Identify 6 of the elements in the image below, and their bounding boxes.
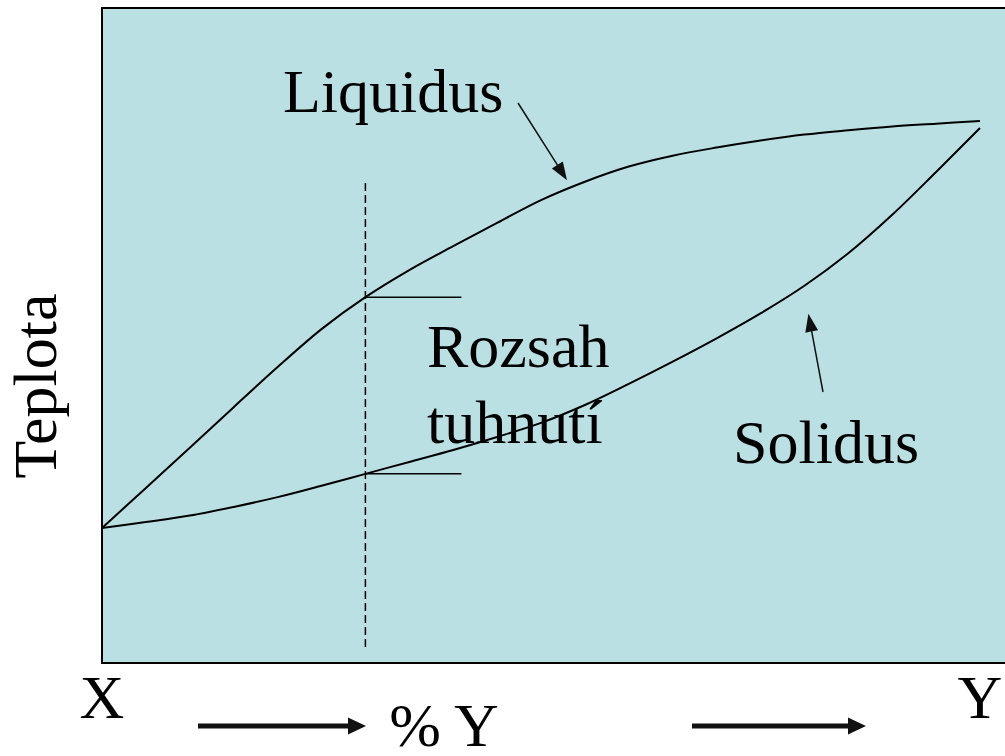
- x-tick-label: Y: [957, 663, 1003, 731]
- x-axis-title: % Y: [389, 691, 499, 756]
- x-tick-label: X: [79, 663, 125, 731]
- y-axis-title: Teplota: [1, 293, 69, 479]
- series-label: Liquidus: [283, 57, 504, 125]
- series-label: Solidus: [733, 408, 920, 476]
